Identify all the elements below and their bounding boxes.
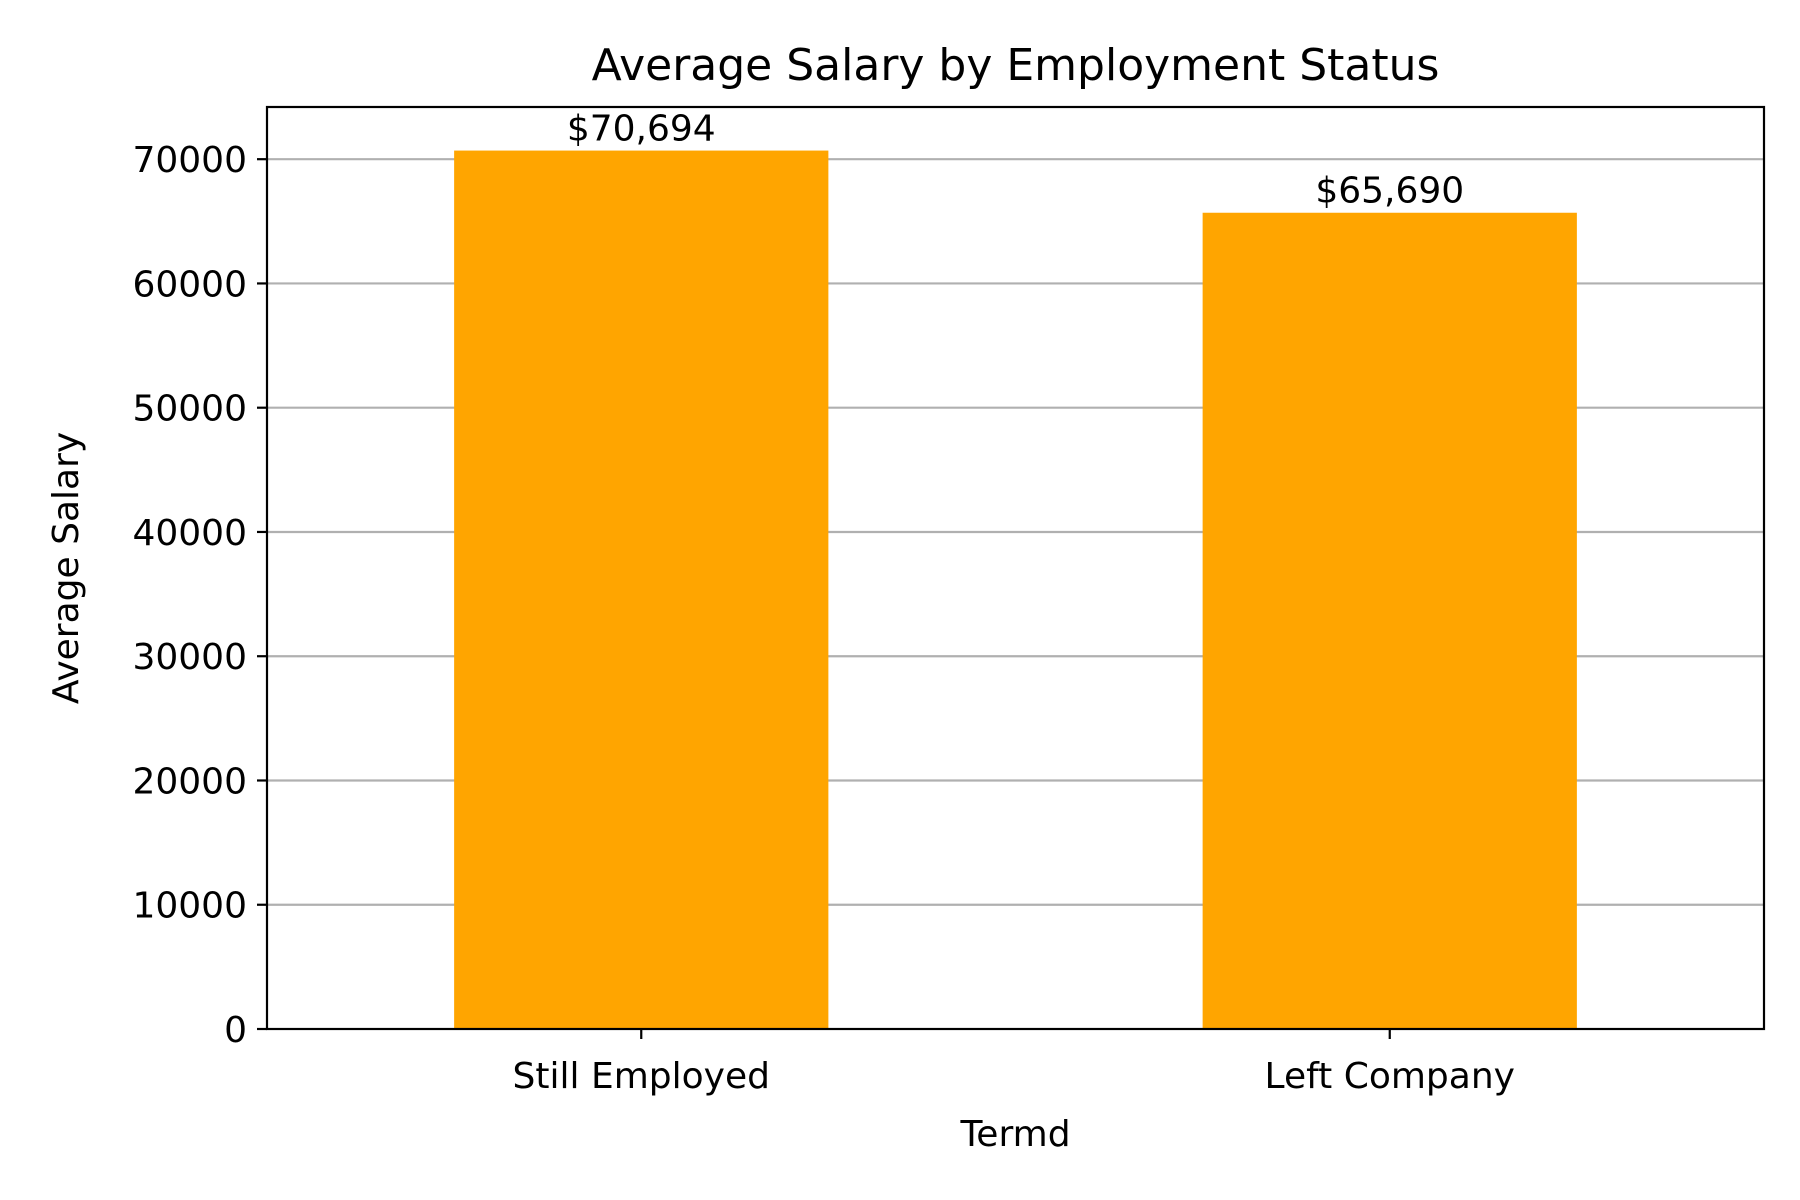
y-tick-label: 70000	[132, 140, 247, 181]
y-axis-ticks: 0 10000 20000 30000 40000 50000 60000 70000	[132, 140, 267, 1051]
y-tick-label: 30000	[132, 637, 247, 678]
x-tick-label: Left Company	[1265, 1056, 1515, 1097]
y-tick-label: 0	[224, 1010, 247, 1051]
y-tick-label: 50000	[132, 389, 247, 430]
y-tick-label: 60000	[132, 264, 247, 305]
chart-title: Average Salary by Employment Status	[592, 40, 1440, 91]
y-tick-label: 40000	[132, 513, 247, 554]
x-axis-ticks: Still Employed Left Company	[513, 1029, 1515, 1097]
data-labels: $70,694 $65,690	[567, 109, 1464, 212]
y-tick-label: 10000	[132, 886, 247, 927]
x-axis-label: Termd	[959, 1114, 1070, 1155]
bar-value-label: $65,690	[1315, 171, 1464, 212]
bar	[454, 150, 829, 1029]
y-axis-label: Average Salary	[46, 432, 87, 704]
y-tick-label: 20000	[132, 761, 247, 802]
bar	[1202, 212, 1577, 1029]
bars-layer	[454, 150, 1577, 1029]
bar-value-label: $70,694	[567, 109, 716, 150]
x-tick-label: Still Employed	[513, 1056, 770, 1097]
plot-frame	[265, 105, 1766, 1031]
